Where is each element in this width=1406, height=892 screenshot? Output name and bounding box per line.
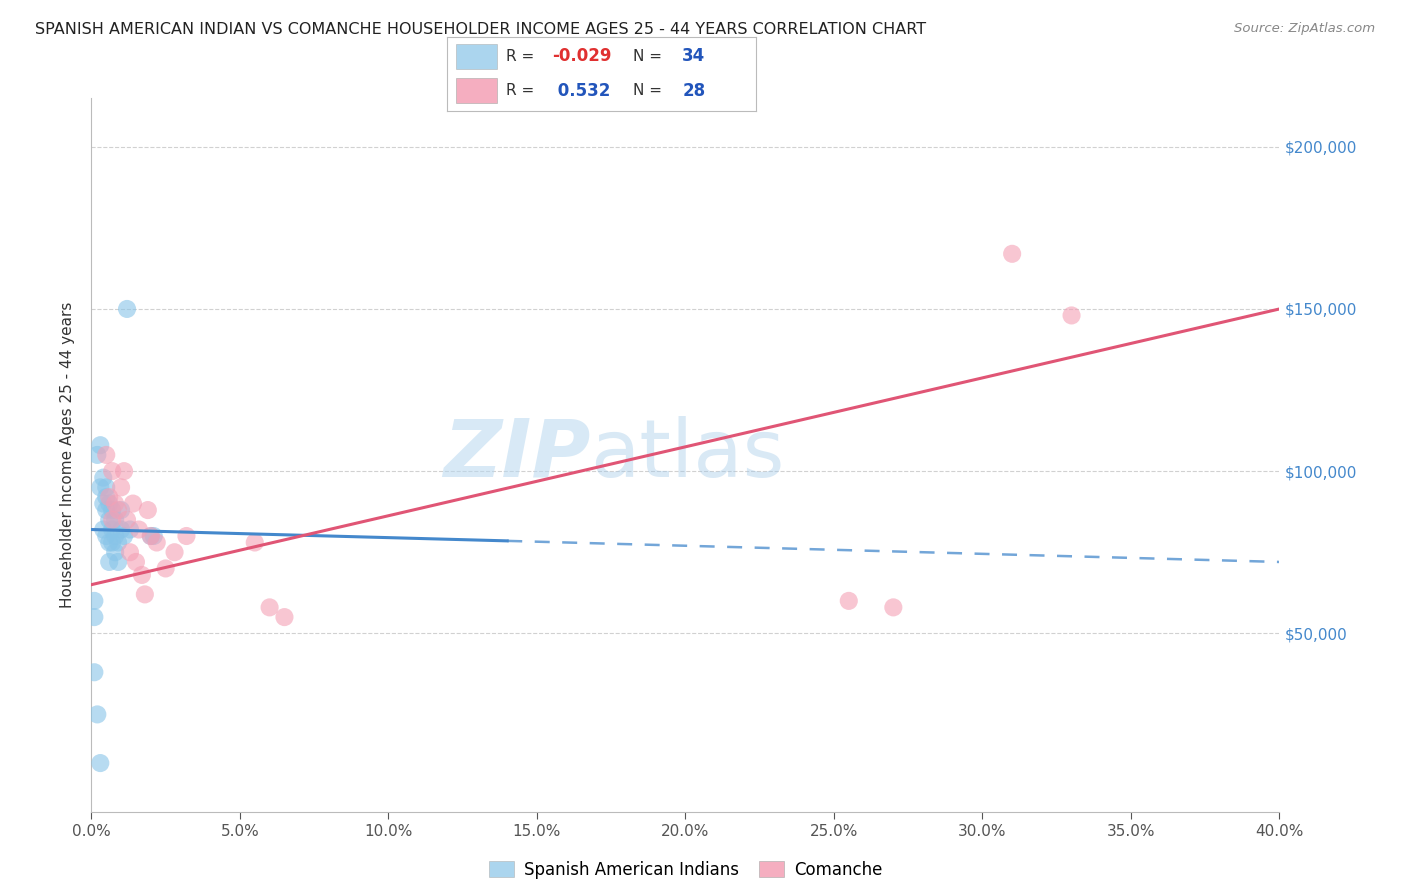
Point <box>98 490 121 504</box>
Point <box>273 610 295 624</box>
Point <box>110 480 132 494</box>
Point <box>104 529 127 543</box>
Point <box>96 448 118 462</box>
Text: -0.029: -0.029 <box>553 47 612 65</box>
Point <box>115 513 138 527</box>
Y-axis label: Householder Income Ages 25 - 44 years: Householder Income Ages 25 - 44 years <box>60 301 76 608</box>
Point <box>128 523 150 537</box>
Point <box>142 529 165 543</box>
Point <box>98 497 121 511</box>
Point <box>86 707 108 722</box>
Point <box>107 555 129 569</box>
Point <box>101 523 124 537</box>
Point <box>98 535 121 549</box>
Point <box>139 529 162 543</box>
Point <box>83 665 105 680</box>
Point <box>107 503 129 517</box>
Point <box>83 594 105 608</box>
Point <box>98 513 121 527</box>
Point <box>101 513 124 527</box>
Text: 0.532: 0.532 <box>553 82 610 100</box>
Point <box>112 529 135 543</box>
Point <box>1060 309 1083 323</box>
Point <box>98 555 121 569</box>
Point <box>89 438 111 452</box>
Text: 28: 28 <box>682 82 706 100</box>
Point <box>112 464 135 478</box>
Text: N =: N = <box>633 49 662 64</box>
Point <box>86 448 108 462</box>
Text: Source: ZipAtlas.com: Source: ZipAtlas.com <box>1234 22 1375 36</box>
Point <box>1001 247 1024 261</box>
Point <box>101 503 124 517</box>
Point <box>89 756 111 770</box>
Point <box>101 464 124 478</box>
Point <box>243 535 266 549</box>
Point <box>110 523 132 537</box>
Text: N =: N = <box>633 83 662 98</box>
Point <box>155 561 177 575</box>
Text: atlas: atlas <box>591 416 785 494</box>
Text: ZIP: ZIP <box>443 416 591 494</box>
Point <box>176 529 198 543</box>
Point <box>96 480 118 494</box>
Point <box>136 503 159 517</box>
Point <box>134 587 156 601</box>
Point <box>107 535 129 549</box>
Point <box>91 470 114 484</box>
Text: R =: R = <box>506 83 534 98</box>
Legend: Spanish American Indians, Comanche: Spanish American Indians, Comanche <box>482 855 889 886</box>
Point <box>110 503 132 517</box>
Text: R =: R = <box>506 49 534 64</box>
FancyBboxPatch shape <box>457 78 496 103</box>
Point <box>89 480 111 494</box>
Point <box>139 529 162 543</box>
Point <box>115 301 138 316</box>
Point <box>882 600 904 615</box>
Point <box>122 497 145 511</box>
Point <box>125 555 148 569</box>
Point <box>104 497 127 511</box>
Point <box>118 523 141 537</box>
Point <box>91 523 114 537</box>
Point <box>145 535 167 549</box>
FancyBboxPatch shape <box>457 44 496 69</box>
Point <box>118 545 141 559</box>
Point <box>96 503 118 517</box>
Point <box>101 535 124 549</box>
Point <box>104 513 127 527</box>
Text: SPANISH AMERICAN INDIAN VS COMANCHE HOUSEHOLDER INCOME AGES 25 - 44 YEARS CORREL: SPANISH AMERICAN INDIAN VS COMANCHE HOUS… <box>35 22 927 37</box>
Point <box>104 545 127 559</box>
Point <box>96 490 118 504</box>
Point <box>259 600 281 615</box>
Point <box>131 568 153 582</box>
Point <box>163 545 186 559</box>
Point <box>83 610 105 624</box>
Text: 34: 34 <box>682 47 706 65</box>
Point <box>96 529 118 543</box>
Point <box>838 594 860 608</box>
Point <box>91 497 114 511</box>
